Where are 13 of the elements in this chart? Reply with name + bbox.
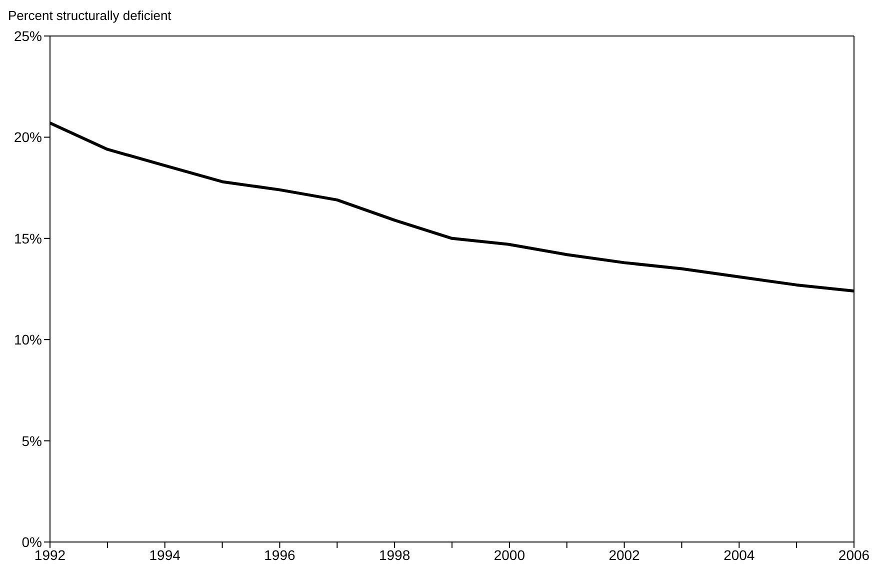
y-tick-label: 10% (14, 332, 42, 348)
y-tick-label: 5% (22, 432, 42, 449)
x-tick-label: 1994 (149, 546, 181, 563)
y-tick-label: 20% (14, 129, 42, 146)
x-tick-label: 2004 (724, 546, 755, 563)
x-tick-label: 1996 (264, 546, 296, 563)
x-tick-label: 2006 (838, 546, 870, 563)
x-tick-label: 2000 (494, 546, 526, 563)
x-tick-label: 2002 (608, 546, 640, 563)
y-tick-label: 25% (14, 28, 42, 44)
y-axis-title: Percent structurally deficient (8, 8, 172, 23)
x-tick-label: 1998 (378, 546, 410, 563)
y-tick-label: 15% (14, 230, 42, 246)
